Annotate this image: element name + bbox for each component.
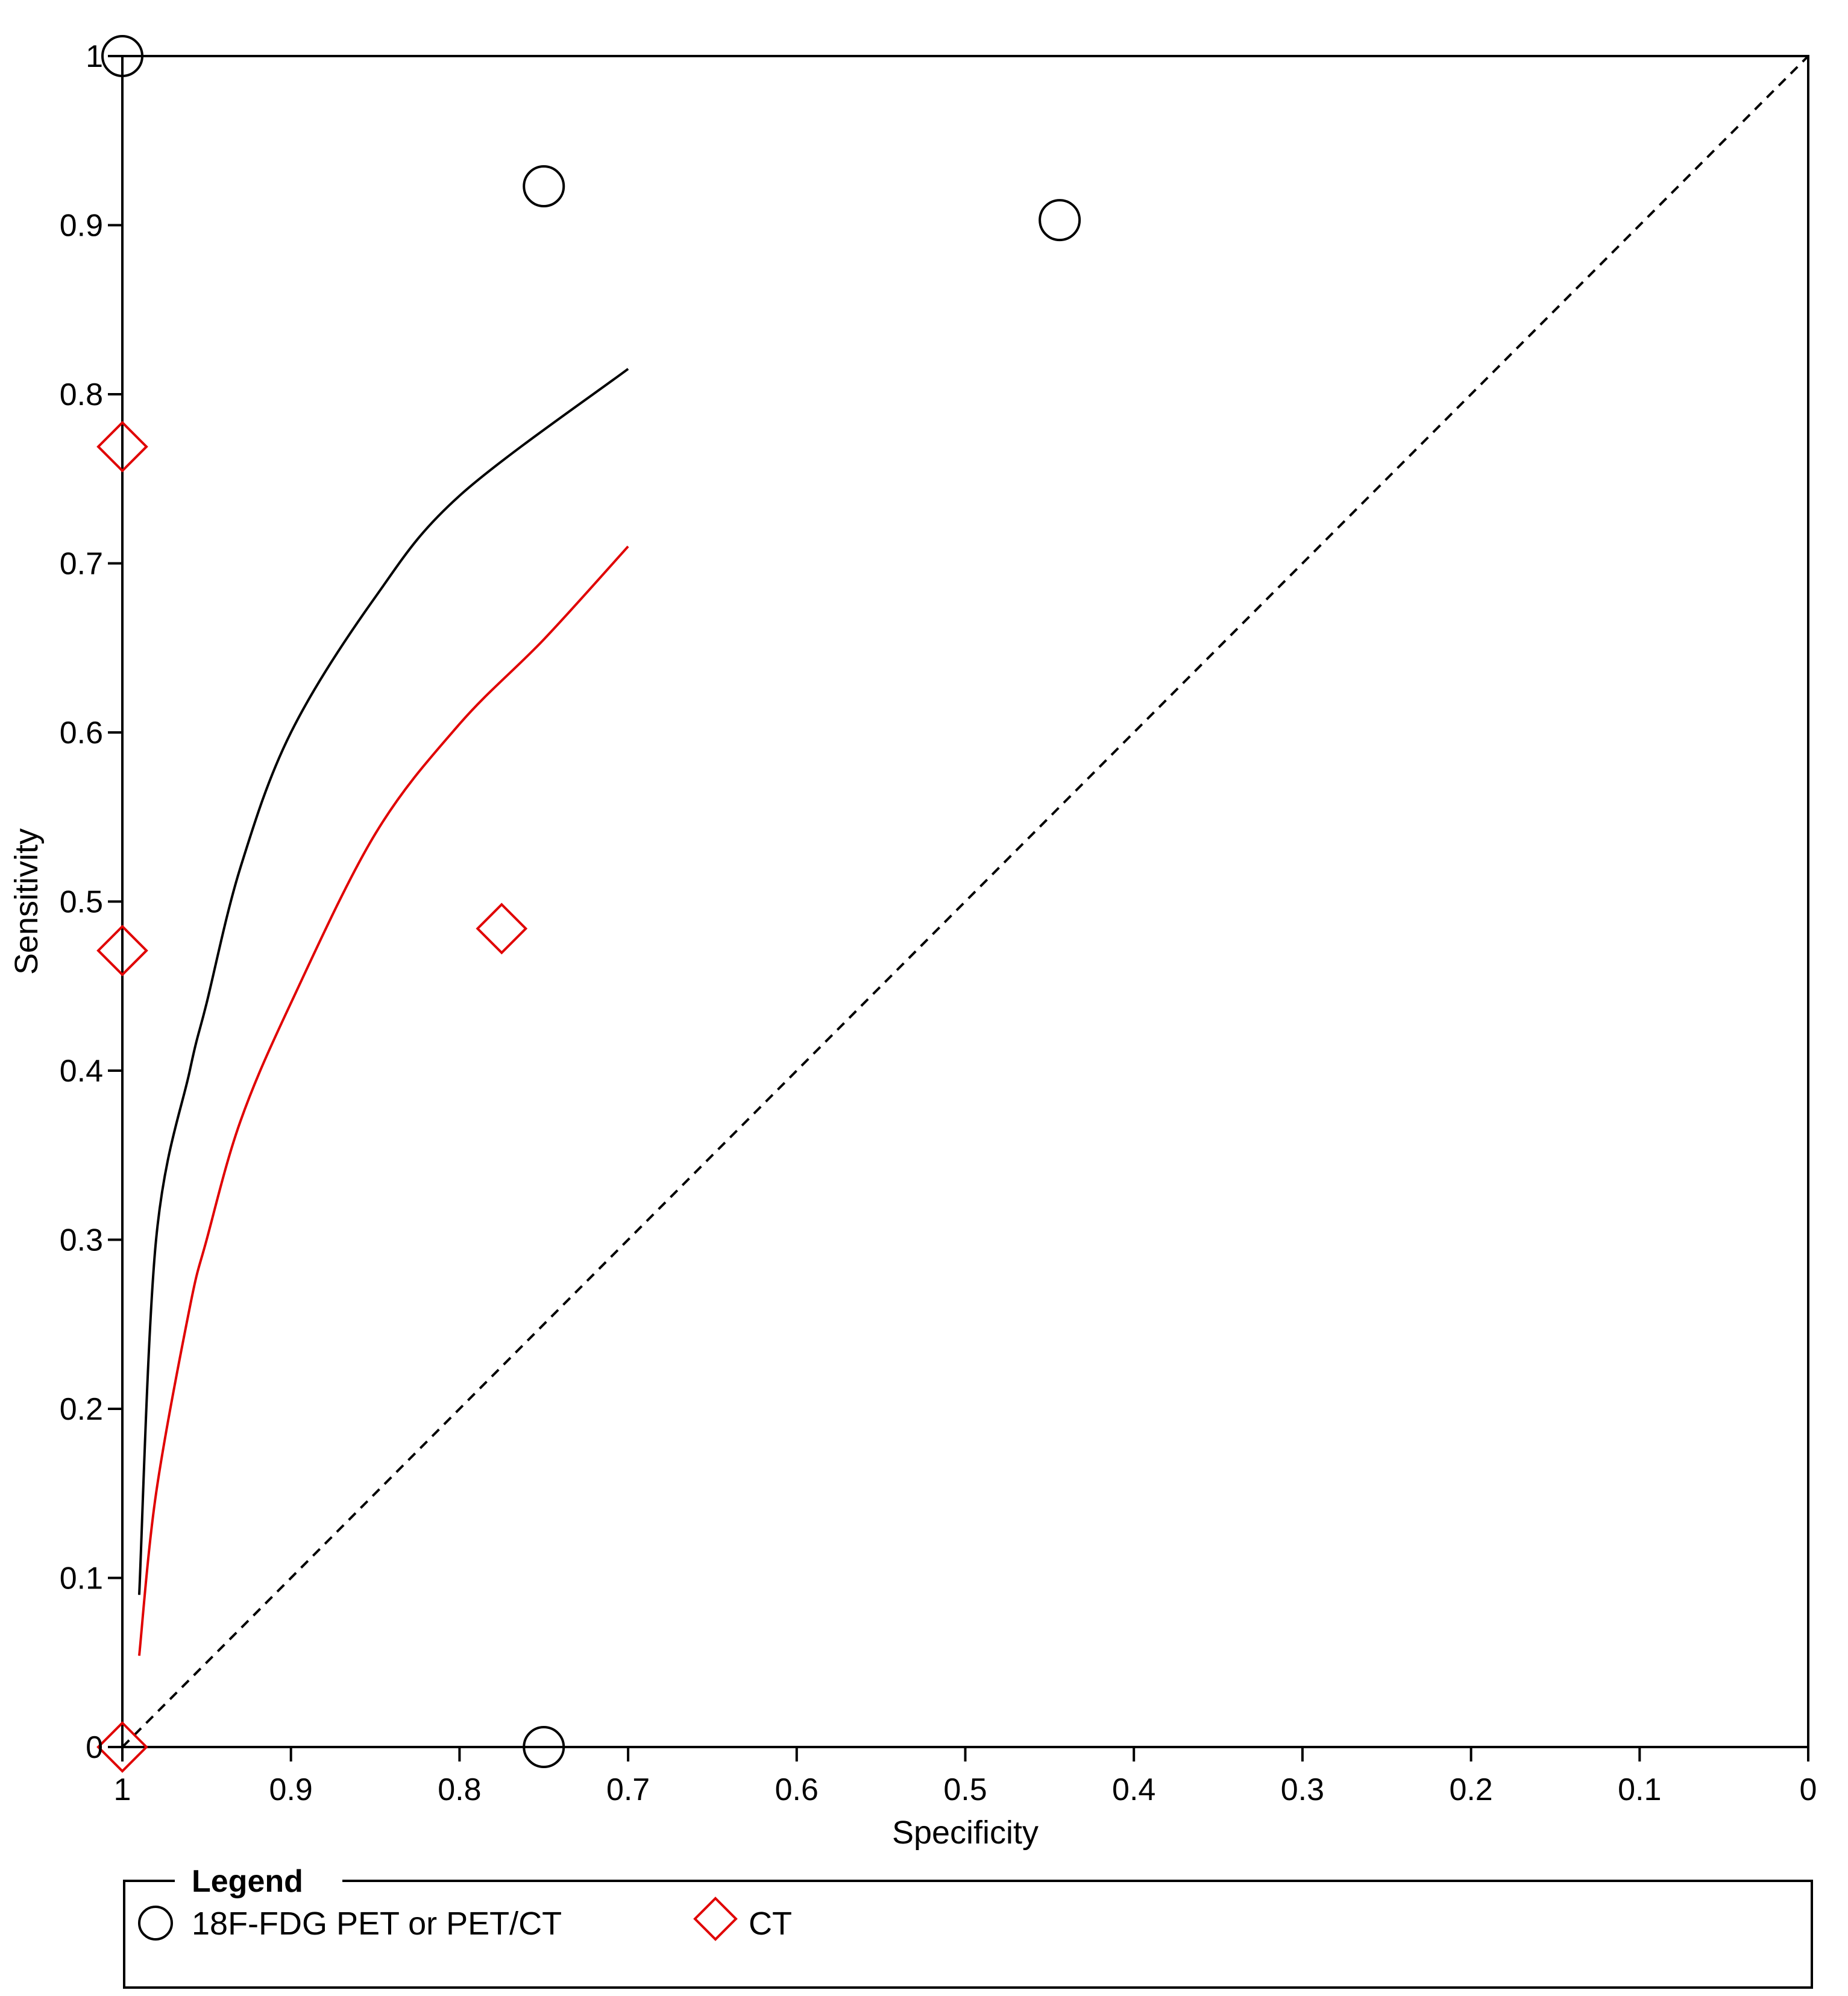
y-axis-label: Sensitivity xyxy=(8,828,45,975)
x-axis-label: Specificity xyxy=(892,1815,1039,1851)
x-tick-label: 0.6 xyxy=(775,1772,819,1807)
y-tick-label: 0.2 xyxy=(60,1392,103,1427)
legend: Legend 18F-FDG PET or PET/CT CT xyxy=(123,1864,1813,1989)
data-point-pet xyxy=(1039,199,1081,242)
x-tick-label: 0 xyxy=(1800,1772,1817,1807)
sroc-curves-group xyxy=(137,368,629,1656)
x-tick-label: 0.4 xyxy=(1112,1772,1155,1807)
x-tick-label: 0.1 xyxy=(1618,1772,1661,1807)
data-point-pet xyxy=(101,35,143,77)
legend-marker-ct xyxy=(693,1897,738,1941)
x-tick-label: 0.7 xyxy=(606,1772,650,1807)
y-tick-label: 0.3 xyxy=(60,1223,103,1258)
x-tick-label: 0.9 xyxy=(269,1772,313,1807)
y-tick-label: 1 xyxy=(86,39,103,74)
y-tick-label: 0.1 xyxy=(60,1561,103,1596)
x-tick-label: 0.3 xyxy=(1281,1772,1324,1807)
legend-label-pet: 18F-FDG PET or PET/CT xyxy=(192,1906,562,1942)
y-tick-label: 0.4 xyxy=(60,1054,103,1089)
y-tick-label: 0.8 xyxy=(60,377,103,412)
x-tick-label: 0.2 xyxy=(1449,1772,1492,1807)
data-point-ct xyxy=(96,421,148,473)
x-tick-label: 1 xyxy=(114,1772,131,1807)
x-tick-label: 0.8 xyxy=(438,1772,481,1807)
legend-label-ct: CT xyxy=(749,1906,792,1942)
data-point-pet xyxy=(523,165,565,207)
y-tick-label: 0 xyxy=(86,1730,103,1765)
study-points-group xyxy=(96,35,1081,1773)
legend-box xyxy=(123,1880,1813,1989)
data-point-ct xyxy=(96,925,148,977)
data-point-pet xyxy=(523,1726,565,1768)
y-tick-label: 0.7 xyxy=(60,547,103,582)
data-point-ct xyxy=(476,902,528,955)
y-tick-label: 0.6 xyxy=(60,716,103,751)
data-point-ct xyxy=(96,1721,148,1773)
legend-title: Legend xyxy=(192,1864,303,1899)
legend-marker-pet xyxy=(138,1906,173,1941)
x-tick-label: 0.5 xyxy=(943,1772,987,1807)
sroc-curve-ct xyxy=(137,546,629,1656)
y-tick-label: 0.9 xyxy=(60,209,103,244)
y-tick-label: 0.5 xyxy=(60,885,103,920)
axes-group: 1 0.9 0.8 0.7 0.6 0.5 0.4 0.3 0.2 0.1 0 0 0.1 0.2 0.3 0… xyxy=(60,39,1817,1807)
sroc-curve-pet xyxy=(137,368,629,1595)
